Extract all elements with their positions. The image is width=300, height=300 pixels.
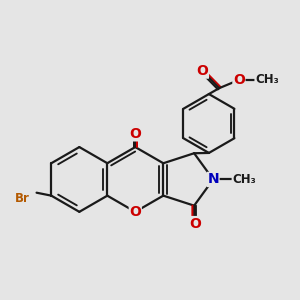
Text: O: O (129, 205, 141, 219)
Text: O: O (129, 127, 141, 141)
Text: O: O (190, 217, 202, 231)
Text: CH₃: CH₃ (232, 173, 256, 186)
Text: Br: Br (15, 192, 30, 205)
Text: N: N (207, 172, 219, 186)
Text: O: O (196, 64, 208, 78)
Text: O: O (233, 73, 245, 87)
Text: CH₃: CH₃ (255, 74, 279, 86)
